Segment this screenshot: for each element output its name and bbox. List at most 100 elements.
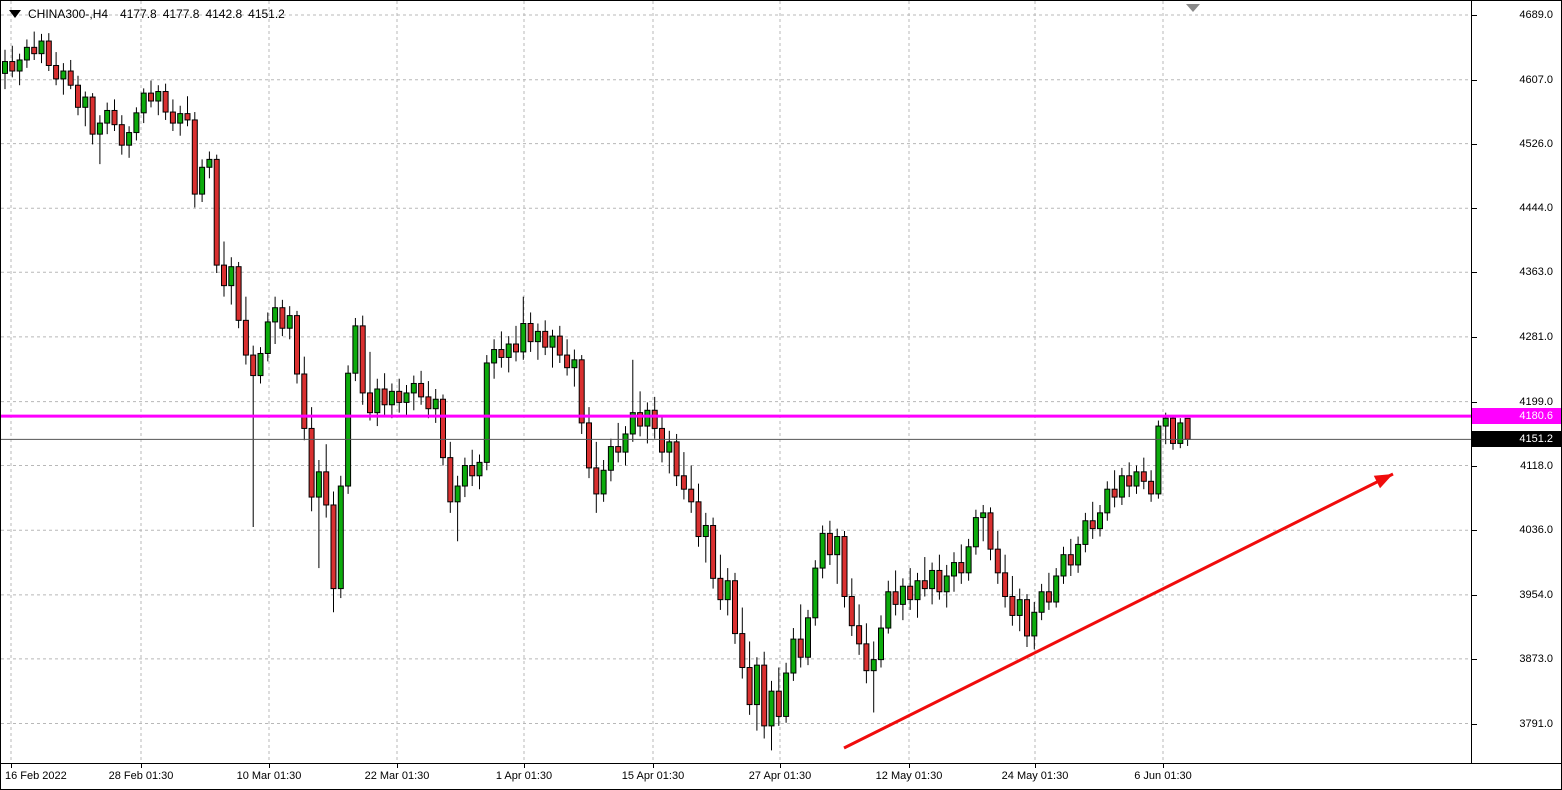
- candle-up[interactable]: [549, 335, 556, 348]
- candle-up[interactable]: [352, 325, 359, 374]
- candle-down[interactable]: [191, 119, 198, 195]
- candle-down[interactable]: [775, 690, 782, 717]
- candle-down[interactable]: [994, 548, 1001, 574]
- candle-up[interactable]: [790, 638, 797, 674]
- candle-down[interactable]: [498, 349, 505, 358]
- candle-up[interactable]: [1118, 475, 1125, 498]
- candle-up[interactable]: [140, 92, 147, 114]
- candle-up[interactable]: [286, 315, 293, 329]
- candle-down[interactable]: [1009, 595, 1016, 616]
- candle-down[interactable]: [359, 325, 366, 394]
- candle-down[interactable]: [564, 354, 571, 369]
- candle-up[interactable]: [943, 575, 950, 593]
- candle-up[interactable]: [16, 59, 23, 72]
- candle-up[interactable]: [622, 433, 629, 453]
- candle-down[interactable]: [746, 667, 753, 706]
- candle-down[interactable]: [717, 577, 724, 601]
- candle-down[interactable]: [75, 84, 81, 108]
- candle-down[interactable]: [527, 322, 534, 343]
- candle-up[interactable]: [264, 321, 271, 354]
- candle-up[interactable]: [1097, 512, 1103, 530]
- candle-down[interactable]: [936, 569, 943, 593]
- candle-up[interactable]: [23, 46, 30, 61]
- candle-up[interactable]: [1177, 422, 1184, 444]
- candle-down[interactable]: [111, 109, 118, 126]
- candle-up[interactable]: [885, 591, 892, 629]
- candle-down[interactable]: [1089, 520, 1096, 530]
- candle-up[interactable]: [600, 469, 607, 495]
- candle-up[interactable]: [980, 512, 987, 519]
- candle-up[interactable]: [666, 441, 673, 453]
- candle-down[interactable]: [169, 111, 176, 124]
- candle-down[interactable]: [469, 465, 476, 477]
- candle-down[interactable]: [542, 330, 549, 348]
- candle-up[interactable]: [972, 517, 979, 548]
- candle-down[interactable]: [673, 441, 680, 477]
- candle-down[interactable]: [1184, 417, 1191, 440]
- candle-down[interactable]: [1111, 488, 1118, 498]
- candle-up[interactable]: [96, 122, 103, 135]
- candle-down[interactable]: [586, 422, 592, 469]
- candle-down[interactable]: [892, 591, 899, 605]
- candle-down[interactable]: [381, 388, 388, 406]
- candle-up[interactable]: [878, 627, 884, 661]
- candle-down[interactable]: [578, 359, 585, 424]
- candle-up[interactable]: [1060, 554, 1067, 577]
- candle-up[interactable]: [1104, 488, 1111, 514]
- candle-down[interactable]: [89, 96, 96, 135]
- time-axis[interactable]: 16 Feb 2022 28 Feb 01:30 10 Mar 01:30 22 Ma…: [1, 763, 1561, 789]
- candle-up[interactable]: [505, 343, 512, 358]
- candle-down[interactable]: [513, 343, 519, 353]
- candle-down[interactable]: [659, 427, 665, 453]
- candle-up[interactable]: [870, 659, 877, 672]
- candle-up[interactable]: [155, 91, 162, 102]
- candle-down[interactable]: [67, 70, 74, 86]
- candle-up[interactable]: [60, 70, 67, 80]
- candle-down[interactable]: [907, 585, 914, 601]
- candle-down[interactable]: [987, 512, 994, 550]
- candle-down[interactable]: [688, 488, 695, 503]
- candle-up[interactable]: [1016, 599, 1023, 616]
- candle-down[interactable]: [118, 124, 125, 146]
- candle-up[interactable]: [345, 372, 352, 487]
- candle-down[interactable]: [242, 319, 249, 356]
- candle-down[interactable]: [31, 46, 38, 55]
- candle-up[interactable]: [629, 412, 636, 435]
- candle-down[interactable]: [53, 64, 60, 80]
- candle-down[interactable]: [9, 61, 16, 72]
- candle-up[interactable]: [805, 617, 811, 658]
- candle-down[interactable]: [45, 40, 52, 66]
- candle-up[interactable]: [272, 307, 279, 323]
- candle-up[interactable]: [177, 113, 184, 124]
- candle-down[interactable]: [841, 536, 848, 597]
- candle-up[interactable]: [768, 690, 775, 727]
- candle-down[interactable]: [367, 392, 373, 414]
- candle-up[interactable]: [834, 536, 841, 556]
- candle-down[interactable]: [447, 457, 454, 503]
- candle-down[interactable]: [396, 390, 403, 403]
- candle-down[interactable]: [637, 412, 644, 427]
- price-plot[interactable]: [1, 1, 1471, 763]
- candle-down[interactable]: [856, 625, 863, 645]
- candle-up[interactable]: [819, 532, 826, 569]
- candle-down[interactable]: [615, 446, 622, 453]
- candle-up[interactable]: [1082, 520, 1089, 545]
- candle-up[interactable]: [1133, 471, 1140, 487]
- candle-down[interactable]: [1170, 417, 1176, 444]
- candle-down[interactable]: [1140, 471, 1147, 482]
- candle-up[interactable]: [724, 580, 731, 601]
- candle-up[interactable]: [410, 382, 417, 394]
- price-axis[interactable]: 4689.0 4607.0 4526.0 4444.0 4363.0 4281.0 4199…: [1471, 1, 1561, 763]
- candle-up[interactable]: [929, 569, 936, 590]
- candle-up[interactable]: [374, 388, 381, 414]
- candle-up[interactable]: [607, 446, 614, 471]
- symbol-dropdown-icon[interactable]: [9, 10, 21, 18]
- candle-up[interactable]: [520, 322, 527, 353]
- candle-up[interactable]: [104, 109, 111, 124]
- candle-down[interactable]: [294, 315, 300, 375]
- candle-down[interactable]: [826, 532, 833, 556]
- candle-up[interactable]: [965, 546, 972, 574]
- candle-down[interactable]: [440, 398, 446, 459]
- candle-down[interactable]: [732, 580, 738, 635]
- candle-up[interactable]: [753, 664, 760, 706]
